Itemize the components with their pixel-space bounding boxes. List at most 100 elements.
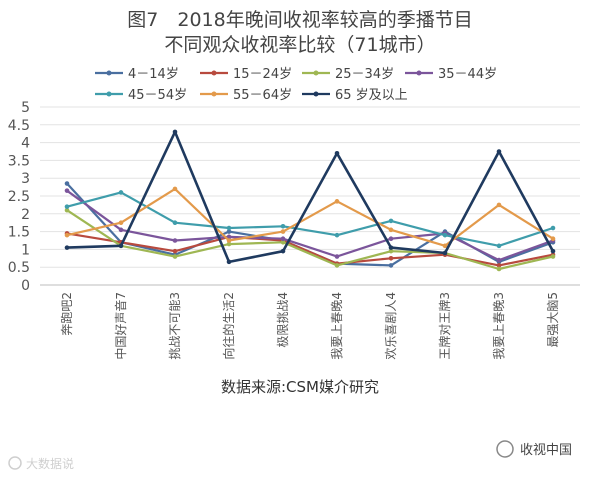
watermark-right-icon (496, 440, 514, 458)
y-tick-label: 0.5 (8, 260, 30, 276)
legend-swatch-dot (211, 70, 217, 76)
data-point (496, 243, 502, 249)
data-point (388, 245, 394, 250)
legend-swatch-dot (106, 91, 112, 97)
data-point (388, 236, 394, 242)
x-tick-label: 极限挑战4 (276, 292, 290, 348)
watermark-left-text: 大数据说 (26, 456, 74, 471)
series-group (64, 129, 556, 272)
legend-item: 45－54岁 (95, 88, 187, 103)
x-axis-ticks: 奔跑吧2 中国好声音7 挑战不可能3 向往的生活2 极限挑战4 我要上春晚4 欢乐喜剧人4 王… (60, 292, 560, 360)
x-tick-label: 中国好声音7 (113, 292, 128, 360)
data-point (388, 255, 394, 261)
y-tick-label: 4.5 (8, 118, 30, 134)
data-point (550, 248, 556, 254)
data-point (118, 243, 124, 249)
data-point (226, 259, 232, 265)
x-tick-label: 王牌对王牌3 (438, 292, 452, 360)
legend-label: 25－34岁 (335, 67, 394, 82)
data-point (334, 199, 340, 204)
series-line (66, 189, 554, 262)
watermark-left-icon (8, 456, 22, 470)
y-tick-label: 2 (21, 207, 30, 223)
legend-label: 15－24岁 (233, 67, 292, 82)
data-point (226, 238, 232, 243)
legend-label: 65 岁及以上 (335, 88, 408, 103)
data-point (334, 254, 340, 259)
data-point (64, 181, 70, 186)
data-point (550, 254, 556, 259)
data-point (280, 229, 286, 234)
legend-item: 35－44岁 (405, 67, 497, 82)
data-point (64, 232, 70, 238)
data-point (172, 129, 178, 135)
legend-item: 25－34岁 (302, 67, 394, 82)
watermark-left: 大数据说 (8, 456, 74, 471)
legend-item: 4－14岁 (95, 67, 179, 82)
data-point (64, 188, 70, 193)
legend-item: 15－24岁 (200, 67, 292, 82)
series-line (66, 187, 554, 247)
data-point (550, 236, 556, 242)
y-tick-label: 1.5 (8, 225, 30, 241)
y-tick-label: 1 (21, 242, 30, 258)
data-point (442, 232, 448, 238)
y-axis-ticks: 0 0.5 11.5 2 2.5 3 3.54 4.5 5 (8, 100, 30, 294)
data-point (226, 225, 232, 231)
chart-title-line2: 不同观众收视率比较（71城市） (164, 34, 435, 56)
data-point (118, 227, 124, 233)
x-tick-label: 我要上春晚3 (492, 292, 506, 360)
data-point (118, 190, 124, 195)
data-point (496, 202, 502, 208)
data-point (64, 207, 70, 213)
legend-label: 55－64岁 (233, 88, 292, 103)
data-point (280, 239, 286, 245)
legend-swatch-dot (313, 70, 319, 76)
x-tick-label: 奔跑吧2 (60, 292, 74, 336)
legend-label: 35－44岁 (438, 67, 497, 82)
y-tick-label: 3 (21, 171, 30, 187)
data-point (442, 250, 448, 256)
data-point (442, 243, 448, 249)
data-point (172, 186, 178, 192)
data-point (280, 248, 286, 254)
data-point (172, 238, 178, 243)
chart-title-line1: 图7 2018年晚间收视率较高的季播节目 (127, 9, 472, 31)
data-point (334, 150, 340, 156)
x-tick-label: 挑战不可能3 (168, 292, 182, 360)
series-line (66, 209, 554, 271)
data-point (550, 225, 556, 231)
y-tick-label: 3.5 (8, 153, 30, 169)
series-line (66, 191, 554, 247)
data-point (388, 218, 394, 224)
data-point (172, 248, 178, 254)
data-point (226, 241, 232, 247)
legend-label: 4－14岁 (128, 67, 179, 82)
legend-item: 65 岁及以上 (302, 88, 408, 103)
data-point (172, 254, 178, 259)
data-point (496, 263, 502, 268)
x-tick-label: 向往的生活2 (221, 292, 236, 360)
legend-swatch-dot (211, 91, 217, 97)
legend: 4－14岁 15－24岁 25－34岁 35－44岁 45－54岁 55－64岁 65 岁及… (95, 67, 497, 103)
data-point (496, 257, 502, 263)
data-point (226, 229, 232, 234)
legend-swatch-dot (416, 70, 422, 76)
y-tick-label: 4 (21, 136, 30, 152)
y-tick-label: 2.5 (8, 189, 30, 205)
data-point (280, 236, 286, 242)
data-point (64, 245, 70, 250)
source-note: 数据来源:CSM媒介研究 (221, 378, 379, 396)
x-tick-label: 最强大脑5 (546, 292, 560, 348)
legend-swatch-dot (106, 70, 112, 76)
data-point (496, 266, 502, 272)
data-point (334, 263, 340, 268)
data-point (388, 263, 394, 268)
x-tick-label: 欢乐喜剧人4 (383, 292, 398, 360)
x-tick-label: 我要上春晚4 (330, 292, 344, 360)
y-tick-label: 5 (21, 100, 30, 116)
series-line (66, 130, 555, 264)
data-point (280, 223, 286, 229)
data-point (388, 248, 394, 254)
